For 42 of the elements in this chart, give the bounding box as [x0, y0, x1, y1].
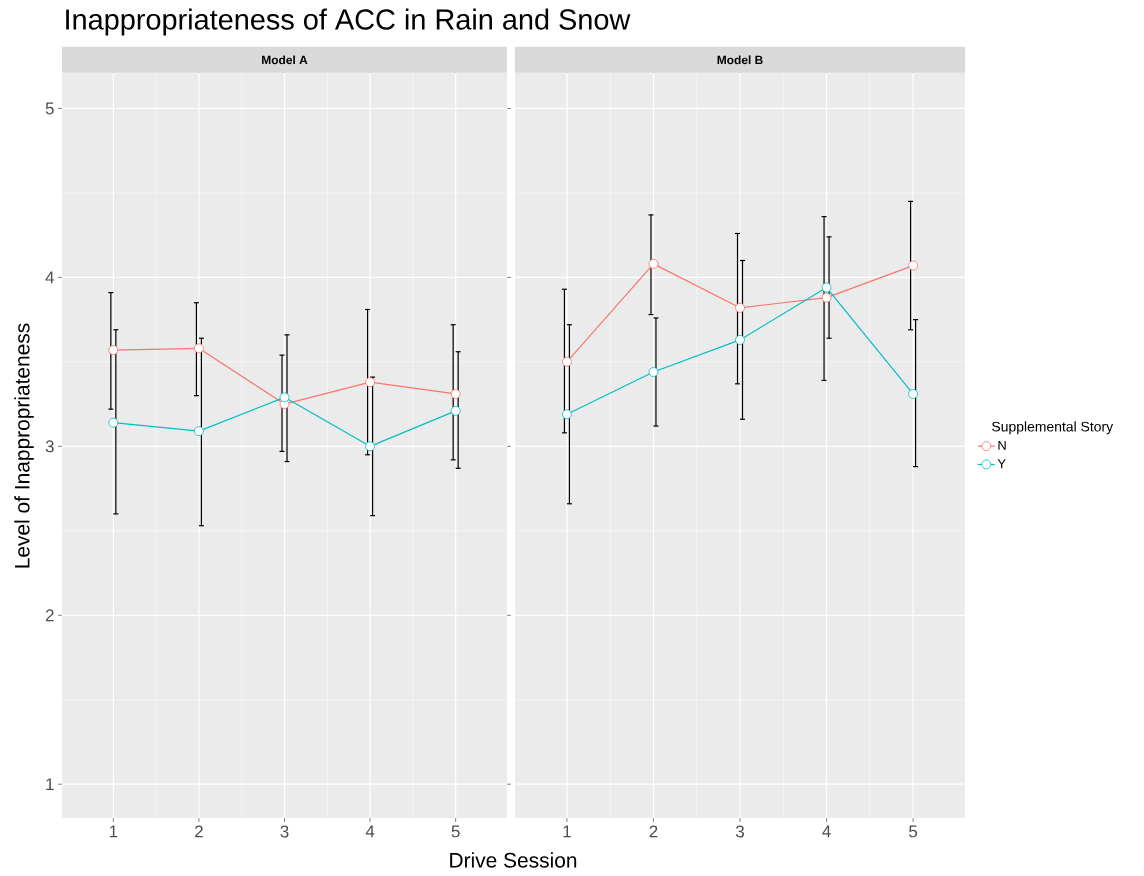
point: [279, 392, 290, 403]
x-tick-label: 1: [563, 825, 571, 838]
y-tick-label: 5: [45, 102, 54, 115]
legend-label: N: [998, 440, 1006, 450]
point: [194, 426, 204, 437]
point: [908, 389, 918, 399]
point: [562, 409, 572, 420]
y-axis-title: Level of Inappropriateness: [14, 323, 34, 568]
point: [735, 302, 745, 313]
x-tick-label: 1: [109, 825, 118, 838]
chart-subtitle: Model A: [262, 55, 308, 65]
x-axis-title: Drive Session: [450, 852, 577, 868]
x-tick-label: 2: [195, 825, 203, 838]
point: [450, 389, 461, 399]
point: [365, 441, 375, 452]
point: [365, 377, 375, 388]
point: [908, 260, 918, 271]
chart-title: Inappropriateness of ACC in Rain and Snow: [66, 8, 631, 36]
y-tick-label: 2: [45, 609, 54, 622]
y-tick-label: 4: [45, 271, 54, 284]
point: [108, 417, 119, 428]
x-tick-label: 3: [280, 825, 289, 838]
point: [450, 405, 461, 416]
x-tick-label: 5: [909, 825, 918, 838]
y-tick-label: 3: [45, 440, 54, 453]
legend-label: Y: [997, 459, 1006, 469]
point: [194, 343, 204, 354]
point: [108, 345, 119, 355]
y-tick-label: 1: [46, 778, 54, 791]
x-tick-label: 2: [649, 825, 658, 838]
point: [735, 335, 745, 345]
point: [821, 282, 832, 293]
point: [821, 292, 832, 303]
legend-title: Supplemental Story: [992, 421, 1114, 435]
x-tick-label: 4: [822, 825, 831, 838]
x-tick-label: 4: [365, 825, 375, 838]
x-tick-label: 5: [451, 825, 460, 838]
chart-subtitle: Model B: [717, 55, 763, 65]
point: [648, 367, 659, 377]
point: [562, 356, 572, 367]
point: [648, 258, 659, 269]
x-tick-label: 3: [735, 825, 744, 838]
